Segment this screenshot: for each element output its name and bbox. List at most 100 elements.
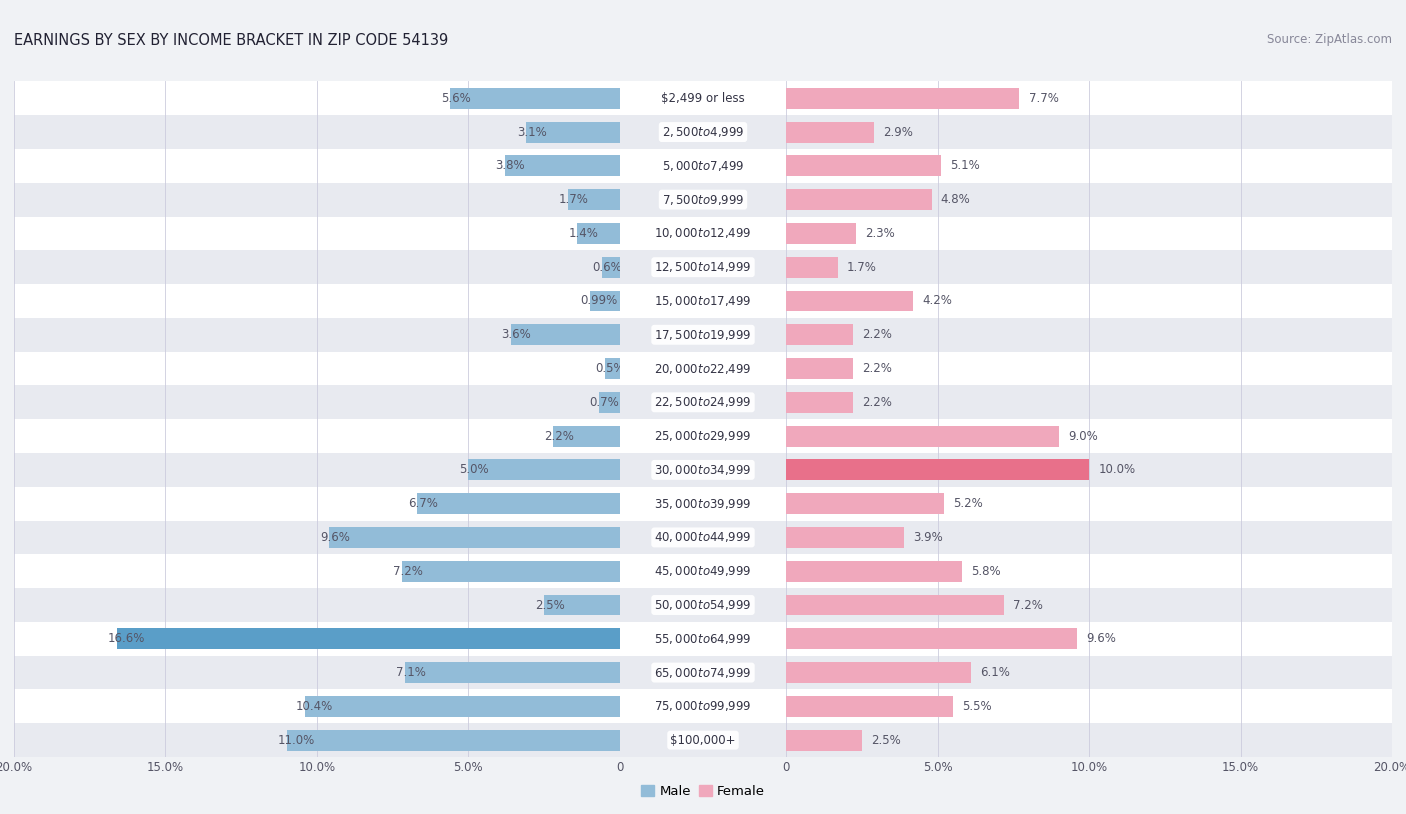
Text: 5.8%: 5.8% bbox=[972, 565, 1001, 578]
Bar bbox=[620, 81, 786, 115]
Bar bbox=[620, 724, 786, 757]
Bar bbox=[786, 115, 1392, 149]
Bar bbox=[786, 352, 1392, 386]
Bar bbox=[14, 182, 620, 217]
Bar bbox=[786, 291, 914, 312]
Bar bbox=[620, 250, 786, 284]
Bar bbox=[287, 729, 620, 751]
Text: $100,000+: $100,000+ bbox=[671, 733, 735, 746]
Bar bbox=[786, 561, 962, 582]
Text: 1.4%: 1.4% bbox=[568, 227, 598, 240]
Bar bbox=[786, 81, 1392, 115]
Bar bbox=[786, 622, 1392, 656]
Bar bbox=[14, 284, 620, 317]
Bar bbox=[786, 155, 941, 177]
Bar bbox=[786, 527, 904, 548]
Text: $25,000 to $29,999: $25,000 to $29,999 bbox=[654, 429, 752, 443]
Text: 9.6%: 9.6% bbox=[321, 531, 350, 544]
Text: 9.6%: 9.6% bbox=[1085, 632, 1116, 646]
Bar bbox=[786, 385, 1392, 419]
Bar bbox=[786, 588, 1392, 622]
Bar bbox=[602, 256, 620, 278]
Text: $10,000 to $12,499: $10,000 to $12,499 bbox=[654, 226, 752, 240]
Bar bbox=[786, 689, 1392, 724]
Bar bbox=[786, 696, 953, 717]
Bar bbox=[553, 426, 620, 447]
Bar bbox=[786, 284, 1392, 317]
Text: $75,000 to $99,999: $75,000 to $99,999 bbox=[654, 699, 752, 713]
Text: 6.7%: 6.7% bbox=[408, 497, 437, 510]
Bar bbox=[786, 419, 1392, 453]
Bar bbox=[620, 689, 786, 724]
Text: 0.99%: 0.99% bbox=[581, 295, 617, 308]
Text: $22,500 to $24,999: $22,500 to $24,999 bbox=[654, 396, 752, 409]
Bar bbox=[416, 493, 620, 514]
Bar bbox=[786, 594, 1004, 615]
Bar bbox=[505, 155, 620, 177]
Bar bbox=[786, 426, 1059, 447]
Bar bbox=[620, 656, 786, 689]
Text: $5,000 to $7,499: $5,000 to $7,499 bbox=[662, 159, 744, 173]
Text: $2,499 or less: $2,499 or less bbox=[661, 92, 745, 105]
Bar bbox=[786, 521, 1392, 554]
Bar bbox=[14, 149, 620, 182]
Bar bbox=[620, 217, 786, 251]
Bar bbox=[786, 324, 853, 345]
Text: 2.9%: 2.9% bbox=[883, 125, 912, 138]
Text: 1.7%: 1.7% bbox=[846, 260, 877, 274]
Text: 2.5%: 2.5% bbox=[534, 598, 565, 611]
Bar bbox=[510, 324, 620, 345]
Text: 7.2%: 7.2% bbox=[392, 565, 422, 578]
Bar bbox=[14, 588, 620, 622]
Text: $55,000 to $64,999: $55,000 to $64,999 bbox=[654, 632, 752, 646]
Text: 2.3%: 2.3% bbox=[865, 227, 894, 240]
Text: 7.7%: 7.7% bbox=[1029, 92, 1059, 105]
Text: 4.2%: 4.2% bbox=[922, 295, 952, 308]
Bar bbox=[786, 487, 1392, 521]
Bar bbox=[786, 358, 853, 379]
Bar bbox=[786, 729, 862, 751]
Text: $50,000 to $54,999: $50,000 to $54,999 bbox=[654, 598, 752, 612]
Text: $17,500 to $19,999: $17,500 to $19,999 bbox=[654, 328, 752, 342]
Text: $40,000 to $44,999: $40,000 to $44,999 bbox=[654, 531, 752, 545]
Bar bbox=[620, 487, 786, 521]
Text: 3.8%: 3.8% bbox=[495, 160, 526, 173]
Text: 0.5%: 0.5% bbox=[596, 362, 626, 375]
Bar bbox=[468, 459, 620, 480]
Bar bbox=[568, 189, 620, 210]
Bar bbox=[786, 656, 1392, 689]
Legend: Male, Female: Male, Female bbox=[636, 780, 770, 803]
Bar bbox=[620, 588, 786, 622]
Text: 2.2%: 2.2% bbox=[862, 396, 891, 409]
Text: $65,000 to $74,999: $65,000 to $74,999 bbox=[654, 666, 752, 680]
Text: 7.1%: 7.1% bbox=[395, 666, 426, 679]
Bar bbox=[14, 622, 620, 656]
Bar bbox=[620, 352, 786, 386]
Bar bbox=[14, 115, 620, 149]
Bar bbox=[786, 554, 1392, 588]
Text: EARNINGS BY SEX BY INCOME BRACKET IN ZIP CODE 54139: EARNINGS BY SEX BY INCOME BRACKET IN ZIP… bbox=[14, 33, 449, 47]
Bar bbox=[526, 121, 620, 142]
Bar bbox=[14, 689, 620, 724]
Bar bbox=[786, 392, 853, 413]
Text: 5.6%: 5.6% bbox=[441, 92, 471, 105]
Bar bbox=[620, 419, 786, 453]
Text: 3.6%: 3.6% bbox=[502, 328, 531, 341]
Bar bbox=[117, 628, 620, 650]
Bar bbox=[620, 453, 786, 487]
Text: 5.0%: 5.0% bbox=[460, 463, 489, 476]
Text: 7.2%: 7.2% bbox=[1014, 598, 1043, 611]
Text: $12,500 to $14,999: $12,500 to $14,999 bbox=[654, 260, 752, 274]
Text: 3.1%: 3.1% bbox=[517, 125, 547, 138]
Bar bbox=[620, 317, 786, 352]
Bar bbox=[14, 487, 620, 521]
Text: 0.6%: 0.6% bbox=[592, 260, 623, 274]
Bar bbox=[786, 250, 1392, 284]
Text: 6.1%: 6.1% bbox=[980, 666, 1010, 679]
Text: 2.2%: 2.2% bbox=[862, 328, 891, 341]
Text: 1.7%: 1.7% bbox=[560, 193, 589, 206]
Bar bbox=[14, 521, 620, 554]
Bar bbox=[620, 284, 786, 317]
Bar bbox=[786, 628, 1077, 650]
Bar bbox=[599, 392, 620, 413]
